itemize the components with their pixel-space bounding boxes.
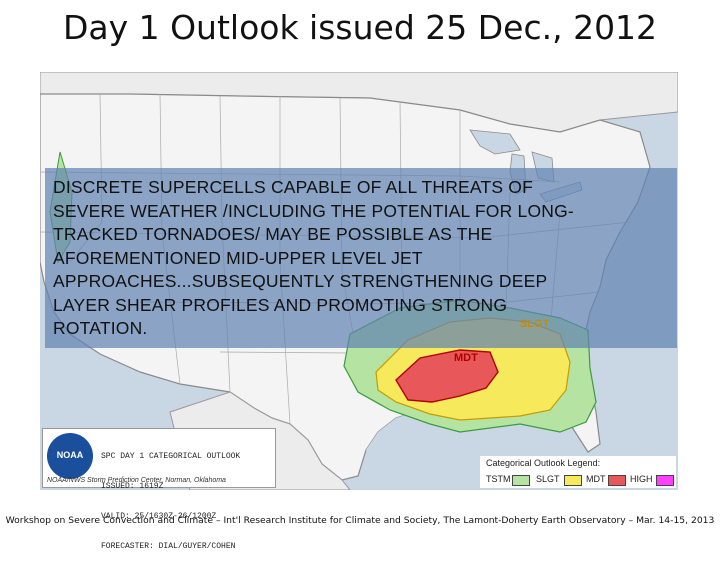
legend-title: Categorical Outlook Legend:: [486, 458, 601, 468]
outlook-info-lines: SPC DAY 1 CATEGORICAL OUTLOOK ISSUED: 16…: [101, 432, 240, 572]
outlook-info-box: NOAA SPC DAY 1 CATEGORICAL OUTLOOK ISSUE…: [42, 428, 276, 551]
slide-title: Day 1 Outlook issued 25 Dec., 2012: [62, 8, 658, 47]
slide-footer: Workshop on Severe Convection and Climat…: [5, 515, 715, 526]
legend-label-slgt: SLGT: [536, 474, 560, 484]
quote-line: AFOREMENTIONED MID-UPPER LEVEL JET: [53, 247, 423, 268]
quote-line: APPROACHES...SUBSEQUENTLY STRENGTHENING …: [53, 271, 548, 291]
quote-line: DISCRETE SUPERCELLS CAPABLE OF ALL THREA…: [53, 177, 534, 197]
legend-swatch-mdt: [608, 475, 626, 486]
slight-label: SLGT: [520, 318, 550, 330]
quote-line: TRACKED TORNADOES/ MAY BE POSSIBLE AS TH…: [53, 224, 493, 244]
legend-label-mdt: MDT: [586, 474, 606, 484]
legend-swatch-high: [656, 475, 674, 486]
quote-overlay: [45, 168, 677, 348]
moderate-area: [395, 349, 499, 403]
quote-text: DISCRETE SUPERCELLS CAPABLE OF ALL THREA…: [53, 176, 663, 341]
info-line: ISSUED: 1619Z: [101, 482, 164, 491]
legend-label-tstm: TSTM: [486, 474, 511, 484]
info-line: SPC DAY 1 CATEGORICAL OUTLOOK: [101, 452, 241, 461]
info-line: VALID: 25/1630Z-26/1200Z: [101, 512, 217, 521]
spc-credit: NOAA/NWS Storm Prediction Center, Norman…: [47, 477, 226, 484]
info-line: FORECASTER: DIAL/GUYER/COHEN: [101, 542, 236, 551]
outlook-legend: Categorical Outlook Legend: TSTM SLGT MD…: [480, 456, 676, 488]
noaa-logo-text: NOAA: [56, 450, 84, 460]
legend-swatch-tstm: [512, 475, 530, 486]
lake-superior: [469, 129, 521, 155]
noaa-logo-icon: NOAA: [47, 433, 93, 479]
legend-swatch-slgt: [564, 475, 582, 486]
quote-line: SEVERE WEATHER /INCLUDING THE POTENTIAL …: [53, 200, 574, 221]
quote-line: LAYER SHEAR PROFILES AND PROMOTING STRON…: [53, 294, 508, 315]
moderate-label: MDT: [454, 352, 478, 364]
legend-label-high: HIGH: [630, 474, 653, 484]
quote-line: ROTATION.: [53, 318, 148, 338]
